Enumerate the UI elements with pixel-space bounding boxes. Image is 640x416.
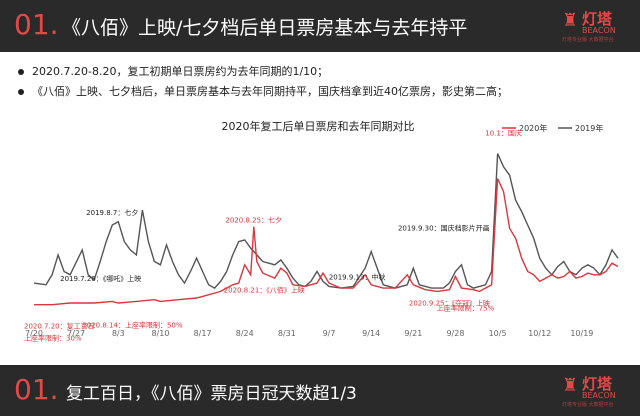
bullet-dot-icon [18, 89, 24, 95]
series-line-2019 [33, 153, 619, 289]
beacon-logo-footer: ♜ 灯塔 BEACON 灯塔专业版 大数据平台 [562, 375, 616, 408]
chart-legend: 2020年 2019年 [502, 123, 603, 133]
bullet-dot-icon [18, 69, 24, 75]
x-tick-label: 8/3 [112, 329, 125, 338]
x-tick-label: 8/24 [236, 329, 254, 338]
x-tick-label: 10/19 [570, 329, 593, 338]
header-bar: 01. 《八佰》上映/七夕档后单日票房基本与去年持平 ♜ 灯塔 BEACON 灯… [0, 0, 640, 52]
legend-label: 2019年 [575, 123, 603, 133]
x-tick-label: 8/17 [194, 329, 212, 338]
footer-bar: 01. 复工百日，《八佰》票房日冠天数超1/3 ♜ 灯塔 BEACON 灯塔专业… [0, 365, 640, 416]
x-tick-label: 7/20 [25, 329, 43, 338]
x-tick-label: 9/7 [323, 329, 336, 338]
bullet-item: 《八佰》上映、七夕档后，单日票房基本与去年同期持平，国庆档拿到近40亿票房，影史… [18, 82, 628, 102]
section-number: 01. [14, 8, 59, 41]
page-title: 《八佰》上映/七夕档后单日票房基本与去年持平 [62, 17, 468, 39]
annotation-label: 2020.7.20：复工百日 [24, 322, 95, 331]
series-lines [33, 153, 619, 306]
series-line-2020 [34, 178, 619, 306]
bullet-item: 2020.7.20-8.20，复工初期单日票房约为去年同期的1/10； [18, 62, 628, 82]
annotation-label: 2019.9.13：中秋 [329, 273, 386, 282]
annotation-label: 2020.8.14：上座率限制：50% [82, 321, 183, 330]
bullet-list: 2020.7.20-8.20，复工初期单日票房约为去年同期的1/10； 《八佰》… [18, 62, 628, 102]
x-tick-label: 8/10 [151, 329, 169, 338]
annotation-label: 2020.9.25：《夺冠》上映 [409, 298, 490, 307]
annotation-label: 2020.8.25：七夕 [225, 216, 282, 225]
footer-number: 01. [14, 373, 59, 406]
annotation-label: 上座率限制：30% [24, 334, 82, 343]
lighthouse-icon: ♜ [562, 10, 579, 31]
annotation-label: 2019.8.7：七夕 [86, 208, 138, 217]
x-tick-label: 9/14 [362, 329, 380, 338]
footer-title: 复工百日，《八佰》票房日冠天数超1/3 [66, 384, 357, 404]
legend-label: 2020年 [519, 123, 547, 133]
annotation-label: 上座率限制：75% [437, 303, 495, 312]
x-tick-label: 10/5 [489, 329, 507, 338]
x-tick-label: 10/12 [528, 329, 551, 338]
lighthouse-icon: ♜ [562, 375, 579, 396]
annotation-label: 2020.8.21：《八佰》上映 [224, 285, 305, 294]
annotation-label: 10.1：国庆 [485, 129, 522, 138]
beacon-logo: ♜ 灯塔 BEACON 灯塔专业版 大数据平台 [562, 10, 616, 43]
x-axis: 7/20 7/27 8/3 8/10 8/17 8/24 8/31 9/7 9/14 9/21 9/… [25, 329, 593, 338]
x-tick-label: 8/31 [278, 329, 296, 338]
x-tick-label: 7/27 [67, 329, 85, 338]
x-tick-label: 9/28 [446, 329, 464, 338]
chart-title: 2020年复工后单日票房和去年同期对比 [222, 119, 415, 133]
x-tick-label: 9/21 [404, 329, 422, 338]
annotations: 2019.7.26：《哪吒》上映 2019.8.7：七夕 2020.8.25：七夕 2… [24, 129, 522, 343]
box-office-chart: 2020年复工后单日票房和去年同期对比 2020年 2019年 7/20 7/27 8… [24, 119, 619, 343]
annotation-label: 2019.7.26：《哪吒》上映 [60, 274, 141, 283]
annotation-label: 2019.9.30：国庆档影片开画 [398, 223, 490, 232]
